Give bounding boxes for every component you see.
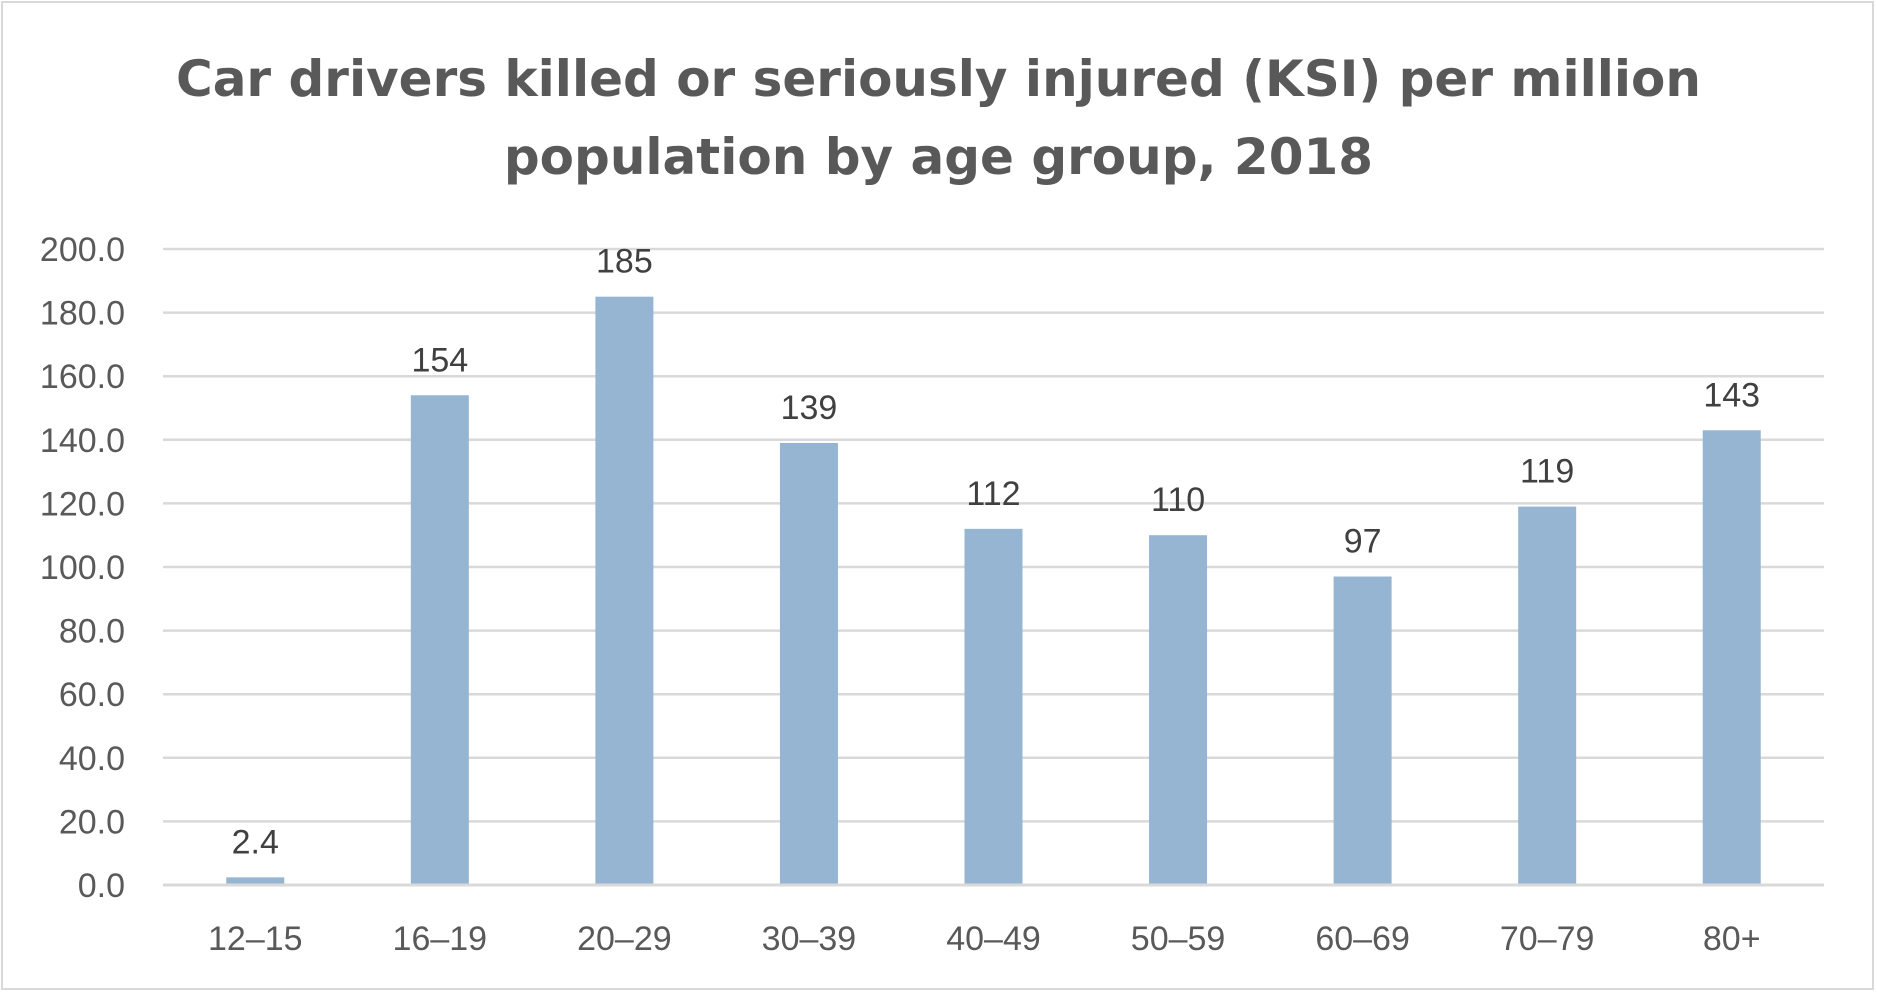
- y-tick-label: 200.0: [40, 231, 125, 269]
- data-label: 154: [411, 341, 468, 379]
- data-labels: 2.4 154 185 139 112 110 97 119 143: [232, 243, 1760, 862]
- bar: [1149, 535, 1208, 885]
- bar: [1702, 430, 1761, 885]
- x-tick-label: 70–79: [1500, 920, 1595, 958]
- y-tick-label: 120.0: [40, 485, 125, 523]
- y-tick-label: 100.0: [40, 549, 125, 587]
- x-tick-label: 50–59: [1131, 920, 1226, 958]
- bar: [779, 442, 838, 885]
- x-tick-label: 12–15: [208, 920, 303, 958]
- data-label: 112: [966, 475, 1020, 513]
- data-label: 97: [1344, 523, 1382, 561]
- data-label: 143: [1703, 376, 1760, 414]
- chart-title-line-1: Car drivers killed or seriously injured …: [176, 50, 1701, 108]
- bar: [1518, 506, 1577, 885]
- x-tick-label: 30–39: [762, 920, 857, 958]
- bar: [595, 296, 654, 885]
- data-label: 139: [781, 389, 838, 427]
- y-tick-label: 60.0: [59, 676, 125, 714]
- bar: [964, 528, 1023, 885]
- bar: [1333, 576, 1392, 885]
- data-label: 119: [1520, 453, 1574, 491]
- y-axis-tick-labels: 0.0 20.0 40.0 60.0 80.0 100.0 120.0 140.0 160.0 1…: [40, 231, 125, 905]
- y-tick-label: 140.0: [40, 422, 125, 460]
- x-axis-tick-labels: 12–15 16–19 20–29 30–39 40–49 50–59 60–69 70–79…: [208, 920, 1761, 958]
- x-tick-label: 60–69: [1315, 920, 1410, 958]
- x-tick-label: 20–29: [577, 920, 672, 958]
- x-tick-label: 80+: [1703, 920, 1761, 958]
- data-label: 2.4: [232, 823, 279, 861]
- y-tick-label: 80.0: [59, 613, 125, 651]
- bar: [410, 395, 469, 885]
- y-tick-label: 0.0: [78, 867, 125, 905]
- x-tick-label: 16–19: [393, 920, 488, 958]
- y-tick-label: 180.0: [40, 295, 125, 333]
- y-tick-label: 40.0: [59, 740, 125, 778]
- chart-title-line-2: population by age group, 2018: [503, 128, 1374, 186]
- x-tick-label: 40–49: [946, 920, 1041, 958]
- data-label: 110: [1151, 481, 1205, 519]
- chart-title: Car drivers killed or seriously injured …: [0, 40, 1877, 196]
- data-label: 185: [596, 243, 653, 281]
- bars: [226, 296, 1761, 885]
- y-tick-label: 20.0: [59, 803, 125, 841]
- y-tick-label: 160.0: [40, 358, 125, 396]
- bar: [226, 877, 285, 885]
